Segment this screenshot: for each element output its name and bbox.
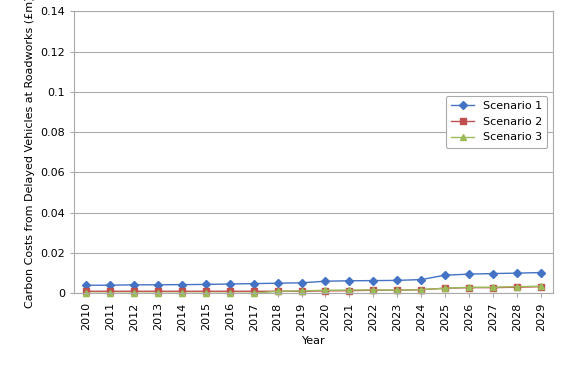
- Scenario 1: [418, 277, 425, 282]
- Scenario 2: [83, 289, 89, 294]
- Line: Scenario 2: Scenario 2: [83, 284, 544, 294]
- X-axis label: Year: Year: [302, 336, 325, 346]
- Scenario 1: [466, 272, 473, 276]
- Scenario 2: [514, 285, 520, 290]
- Scenario 3: [538, 284, 544, 288]
- Scenario 1: [490, 271, 496, 276]
- Scenario 1: [442, 273, 449, 277]
- Scenario 3: [131, 291, 137, 296]
- Scenario 2: [107, 289, 113, 294]
- Scenario 2: [274, 289, 281, 294]
- Scenario 3: [83, 291, 89, 296]
- Scenario 2: [490, 285, 496, 290]
- Scenario 3: [250, 291, 257, 296]
- Scenario 3: [346, 288, 353, 292]
- Scenario 1: [370, 278, 377, 283]
- Scenario 3: [298, 289, 305, 293]
- Scenario 2: [154, 289, 161, 294]
- Scenario 3: [322, 288, 329, 293]
- Scenario 1: [107, 283, 113, 288]
- Y-axis label: Carbon Costs from Delayed Vehicles at Roadworks (£m): Carbon Costs from Delayed Vehicles at Ro…: [25, 0, 35, 308]
- Scenario 3: [514, 284, 520, 289]
- Scenario 2: [250, 289, 257, 294]
- Scenario 1: [322, 279, 329, 284]
- Scenario 2: [298, 289, 305, 294]
- Scenario 1: [131, 283, 137, 287]
- Scenario 2: [418, 287, 425, 292]
- Scenario 3: [394, 288, 401, 293]
- Scenario 2: [131, 289, 137, 294]
- Scenario 1: [346, 279, 353, 283]
- Scenario 2: [394, 288, 401, 293]
- Line: Scenario 1: Scenario 1: [83, 270, 544, 288]
- Scenario 1: [538, 270, 544, 275]
- Line: Scenario 3: Scenario 3: [83, 284, 544, 296]
- Scenario 2: [442, 286, 449, 291]
- Scenario 2: [346, 288, 353, 293]
- Scenario 3: [418, 287, 425, 292]
- Scenario 2: [538, 284, 544, 289]
- Scenario 3: [466, 285, 473, 290]
- Scenario 2: [370, 288, 377, 293]
- Scenario 3: [370, 288, 377, 292]
- Scenario 2: [466, 285, 473, 290]
- Scenario 1: [83, 283, 89, 288]
- Scenario 3: [490, 285, 496, 290]
- Scenario 1: [298, 280, 305, 285]
- Scenario 1: [394, 278, 401, 283]
- Scenario 3: [107, 291, 113, 296]
- Scenario 1: [250, 281, 257, 286]
- Scenario 1: [514, 271, 520, 275]
- Scenario 3: [226, 291, 233, 296]
- Scenario 2: [202, 289, 209, 294]
- Scenario 1: [154, 283, 161, 287]
- Scenario 3: [154, 291, 161, 296]
- Scenario 2: [226, 289, 233, 294]
- Legend: Scenario 1, Scenario 2, Scenario 3: Scenario 1, Scenario 2, Scenario 3: [446, 96, 547, 148]
- Scenario 1: [202, 282, 209, 287]
- Scenario 1: [178, 282, 185, 287]
- Scenario 3: [202, 291, 209, 296]
- Scenario 2: [178, 289, 185, 294]
- Scenario 3: [274, 289, 281, 294]
- Scenario 1: [274, 281, 281, 285]
- Scenario 1: [226, 282, 233, 286]
- Scenario 3: [178, 291, 185, 296]
- Scenario 3: [442, 286, 449, 291]
- Scenario 2: [322, 289, 329, 293]
